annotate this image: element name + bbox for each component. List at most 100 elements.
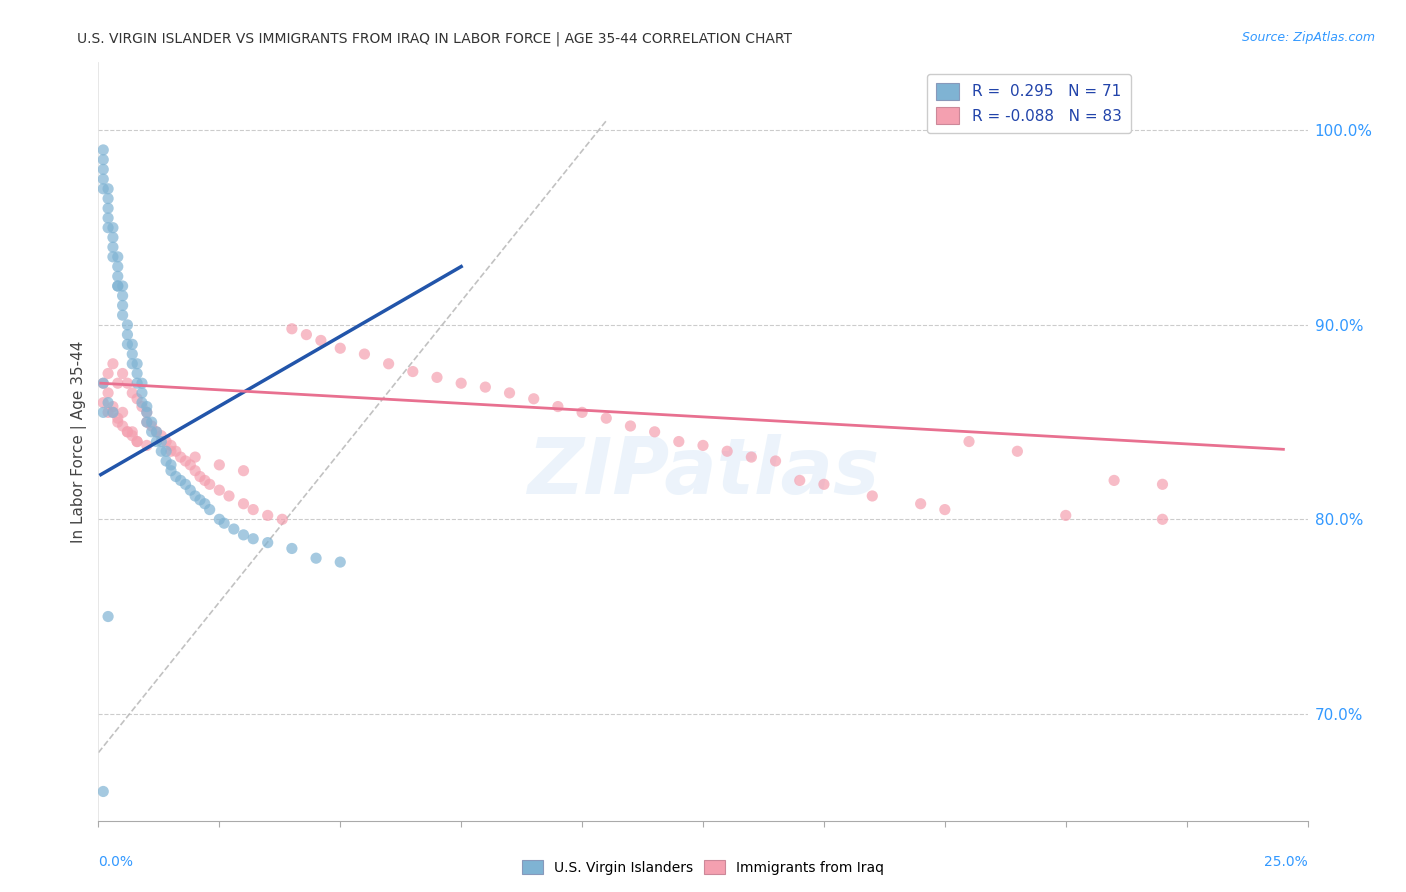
Point (271, 512, 294, 526)
Point (765, 454, 787, 468)
Point (523, 392, 546, 406)
Point (329, 341, 352, 355)
Point (184, 464, 207, 478)
Point (145, 425, 167, 439)
Point (242, 502, 264, 516)
Point (160, 438, 183, 452)
Point (160, 458, 183, 472)
Point (97, 609, 120, 624)
Point (198, 502, 221, 516)
Point (91, 162, 114, 177)
Point (111, 308, 134, 322)
Point (111, 419, 134, 434)
Point (91, 405, 114, 419)
Point (91, 182, 114, 196)
Point (256, 508, 278, 523)
Y-axis label: In Labor Force | Age 35-44: In Labor Force | Age 35-44 (72, 341, 87, 542)
Point (91, 395, 114, 409)
Point (97, 386, 120, 401)
Point (101, 250, 124, 264)
Point (619, 419, 641, 434)
Point (188, 492, 211, 507)
Point (692, 438, 714, 452)
Point (117, 327, 139, 342)
Point (135, 405, 157, 419)
Point (135, 438, 157, 452)
Point (101, 230, 124, 244)
Point (295, 327, 318, 342)
Point (1007, 444, 1029, 458)
Point (740, 450, 762, 464)
Point (377, 357, 399, 371)
Point (141, 419, 163, 434)
Point (135, 400, 157, 414)
Point (188, 469, 211, 483)
Point (194, 497, 217, 511)
Point (131, 386, 153, 401)
Point (150, 444, 173, 458)
Point (174, 454, 197, 468)
Point (117, 425, 139, 439)
Point (111, 367, 134, 381)
Point (101, 220, 124, 235)
Point (208, 458, 231, 472)
Point (117, 318, 139, 332)
Point (353, 347, 375, 361)
Point (957, 434, 980, 449)
Point (111, 289, 134, 303)
Point (547, 400, 569, 414)
Point (131, 395, 153, 409)
Point (111, 279, 134, 293)
Point (145, 425, 167, 439)
Point (165, 469, 187, 483)
Point (107, 269, 129, 284)
Point (97, 405, 120, 419)
Point (194, 474, 217, 488)
Point (198, 477, 221, 491)
Point (716, 444, 738, 458)
Point (256, 535, 278, 549)
Point (135, 415, 157, 429)
Point (127, 357, 149, 371)
Point (91, 784, 114, 798)
Point (107, 411, 129, 425)
Point (498, 386, 520, 401)
Point (232, 528, 254, 542)
Point (571, 405, 593, 419)
Point (121, 386, 143, 401)
Point (910, 497, 932, 511)
Point (150, 428, 173, 442)
Point (1152, 512, 1174, 526)
Point (117, 425, 139, 439)
Point (155, 434, 177, 449)
Point (131, 376, 153, 391)
Point (135, 405, 157, 419)
Point (402, 365, 425, 379)
Point (155, 444, 177, 458)
Point (97, 192, 120, 206)
Point (169, 450, 191, 464)
Point (91, 143, 114, 157)
Point (91, 376, 114, 391)
Point (97, 182, 120, 196)
Point (281, 541, 304, 556)
Point (141, 425, 163, 439)
Point (668, 434, 690, 449)
Point (107, 260, 129, 274)
Legend: U.S. Virgin Islanders, Immigrants from Iraq: U.S. Virgin Islanders, Immigrants from I… (516, 855, 890, 880)
Point (97, 220, 120, 235)
Point (101, 405, 124, 419)
Point (121, 428, 143, 442)
Point (150, 434, 173, 449)
Point (426, 370, 449, 384)
Point (218, 489, 240, 503)
Point (644, 425, 666, 439)
Point (127, 367, 149, 381)
Point (232, 497, 254, 511)
Point (232, 464, 254, 478)
Point (141, 415, 163, 429)
Point (789, 474, 811, 488)
Point (179, 458, 201, 472)
Point (169, 474, 191, 488)
Point (174, 477, 197, 491)
